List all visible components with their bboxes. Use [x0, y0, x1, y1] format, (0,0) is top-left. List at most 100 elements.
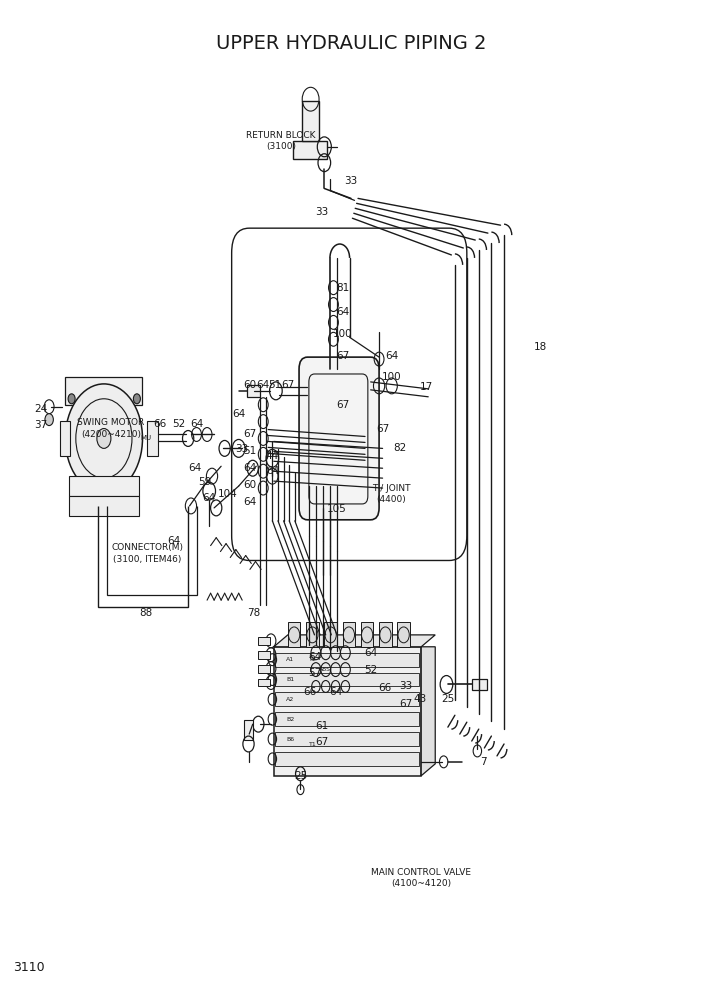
Text: 64: 64	[329, 687, 342, 697]
Text: MU: MU	[140, 435, 152, 441]
Text: RETURN BLOCK
(3100): RETURN BLOCK (3100)	[246, 131, 316, 151]
Polygon shape	[421, 647, 435, 776]
Text: 64: 64	[232, 409, 245, 419]
Bar	[69, 496, 139, 516]
Bar	[397, 622, 410, 647]
Bar	[275, 673, 419, 686]
Text: 64: 64	[385, 351, 398, 361]
Text: 44: 44	[266, 451, 279, 461]
Text: 67: 67	[376, 424, 389, 434]
Text: 105: 105	[327, 504, 347, 514]
Text: 64: 64	[190, 419, 203, 429]
Bar	[343, 622, 355, 647]
Circle shape	[133, 394, 140, 404]
Text: MAIN CONTROL VALVE
(4100~4120): MAIN CONTROL VALVE (4100~4120)	[371, 868, 471, 888]
Text: 33: 33	[315, 207, 328, 217]
Text: 43: 43	[413, 694, 426, 704]
Text: 18: 18	[534, 342, 547, 352]
Text: 64: 64	[244, 497, 256, 507]
Bar	[147, 421, 158, 456]
Text: 24: 24	[34, 404, 47, 414]
Text: T2: T2	[309, 657, 317, 663]
Text: 67: 67	[399, 699, 412, 709]
Bar	[65, 377, 142, 405]
Text: 88: 88	[140, 608, 152, 618]
Text: T1: T1	[309, 741, 317, 747]
Text: 64: 64	[244, 463, 256, 473]
Bar	[247, 385, 260, 397]
Text: 61: 61	[315, 721, 328, 731]
Text: 3110: 3110	[13, 961, 44, 974]
Text: 67: 67	[244, 430, 256, 439]
Text: 51: 51	[269, 380, 282, 390]
Text: 66: 66	[154, 419, 166, 429]
Bar	[258, 651, 270, 659]
Polygon shape	[274, 635, 435, 647]
Text: 33: 33	[236, 444, 249, 454]
Bar	[472, 679, 487, 690]
Bar	[275, 653, 419, 667]
Text: B1: B1	[286, 677, 295, 682]
Text: B6: B6	[286, 736, 295, 742]
Text: 100: 100	[333, 329, 352, 339]
Text: A1: A1	[286, 657, 295, 663]
Text: 64: 64	[257, 380, 270, 390]
Text: 60: 60	[244, 480, 256, 490]
Text: 37: 37	[34, 420, 47, 430]
Text: A2: A2	[286, 696, 295, 702]
Text: T / JOINT
(4400): T / JOINT (4400)	[372, 484, 411, 504]
Text: 17: 17	[420, 382, 433, 392]
Bar	[293, 141, 327, 159]
Text: 25: 25	[442, 694, 454, 704]
Bar	[275, 692, 419, 706]
Text: 57: 57	[308, 668, 321, 678]
Text: 104: 104	[218, 489, 238, 499]
FancyBboxPatch shape	[299, 357, 379, 520]
Text: 67: 67	[282, 380, 294, 390]
Bar	[258, 637, 270, 645]
Text: UPPER HYDRAULIC PIPING 2: UPPER HYDRAULIC PIPING 2	[216, 34, 486, 53]
Text: 100: 100	[382, 372, 402, 382]
Bar	[274, 647, 421, 776]
Text: 51: 51	[244, 446, 256, 456]
Text: 52: 52	[173, 419, 185, 429]
Bar	[324, 622, 337, 647]
Text: 64: 64	[168, 536, 180, 546]
Bar	[60, 421, 70, 456]
Circle shape	[97, 429, 111, 448]
Text: 33: 33	[345, 176, 357, 186]
Text: 66: 66	[304, 687, 317, 697]
Text: B2: B2	[286, 716, 295, 722]
Bar	[302, 101, 319, 141]
Bar	[258, 679, 270, 686]
Bar	[306, 622, 319, 647]
Text: 64: 64	[203, 493, 216, 503]
Bar	[275, 732, 419, 746]
Text: 25: 25	[294, 771, 307, 781]
Bar	[275, 712, 419, 726]
Text: 59: 59	[199, 477, 211, 487]
Text: 64: 64	[364, 648, 377, 658]
Text: CONNECTOR(M)
(3100, ITEM46): CONNECTOR(M) (3100, ITEM46)	[112, 544, 183, 563]
Text: 7: 7	[479, 757, 486, 767]
Bar	[379, 622, 392, 647]
Text: 64: 64	[308, 652, 321, 662]
Text: 67: 67	[336, 400, 349, 410]
Bar	[361, 622, 373, 647]
Text: A8S: A8S	[319, 667, 331, 673]
Bar	[244, 720, 253, 740]
Bar	[69, 476, 139, 496]
Text: 67: 67	[336, 351, 349, 361]
Text: 64: 64	[266, 466, 279, 476]
Circle shape	[68, 394, 75, 404]
Text: 81: 81	[336, 283, 349, 293]
Text: 82: 82	[394, 443, 406, 453]
Circle shape	[45, 414, 53, 426]
Bar	[288, 622, 300, 647]
Text: 66: 66	[378, 683, 391, 693]
Text: SWING MOTOR
(4200~4210): SWING MOTOR (4200~4210)	[77, 419, 145, 438]
Text: 64: 64	[189, 463, 201, 473]
Text: 60: 60	[244, 380, 256, 390]
Text: 78: 78	[248, 608, 260, 618]
Text: 64: 64	[336, 308, 349, 317]
